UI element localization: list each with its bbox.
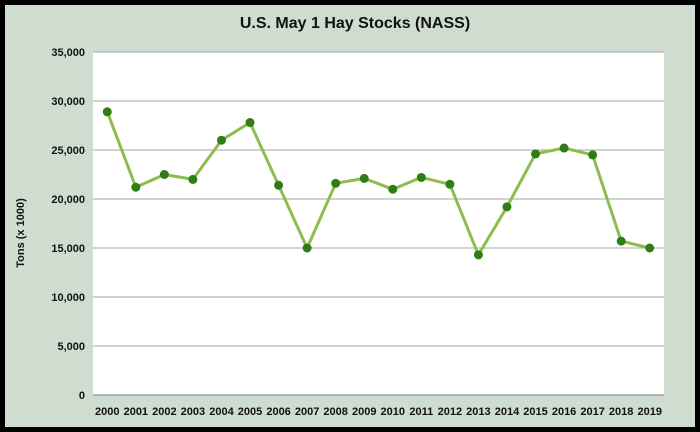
chart-title: U.S. May 1 Hay Stocks (NASS) (239, 15, 471, 32)
y-tick-labels: 0 5,000 10,000 15,000 20,000 25,000 30,000 35,0… (51, 47, 85, 402)
x-tick-label: 2009 (352, 406, 376, 418)
data-point (359, 173, 369, 183)
data-point (331, 178, 341, 188)
data-point (531, 149, 541, 159)
x-tick-label: 2010 (381, 406, 405, 418)
x-tick-label: 2001 (124, 406, 148, 418)
x-tick-label: 2006 (266, 406, 290, 418)
y-tick-label: 30,000 (51, 96, 85, 108)
x-tick-label: 2013 (466, 406, 490, 418)
y-tick-label: 5,000 (57, 341, 85, 353)
x-tick-label: 2007 (295, 406, 319, 418)
data-point (188, 174, 198, 184)
data-point (645, 243, 655, 253)
series-line (105, 111, 651, 257)
x-tick-label: 2019 (637, 406, 661, 418)
data-point (131, 182, 141, 192)
data-point (473, 250, 483, 260)
x-tick-label: 2016 (552, 406, 576, 418)
x-tick-label: 2012 (438, 406, 462, 418)
data-point (445, 179, 455, 189)
data-point (388, 184, 398, 194)
y-tick-label: 25,000 (51, 145, 85, 157)
series-layer (102, 107, 655, 260)
plot-background (93, 52, 664, 395)
data-point (588, 150, 598, 160)
data-point (216, 135, 226, 145)
x-tick-label: 2011 (409, 406, 433, 418)
x-tick-label: 2018 (609, 406, 633, 418)
y-tick-label: 15,000 (51, 243, 85, 255)
x-tick-label: 2015 (523, 406, 547, 418)
data-point (559, 143, 569, 153)
x-tick-label: 2002 (152, 406, 176, 418)
x-tick-label: 2003 (181, 406, 205, 418)
data-point (502, 202, 512, 212)
data-point (416, 172, 426, 182)
data-point (159, 170, 169, 179)
y-tick-label: 10,000 (51, 292, 85, 304)
data-point (616, 236, 626, 246)
x-tick-label: 2014 (495, 406, 520, 418)
x-tick-label: 2008 (323, 406, 347, 418)
data-point (102, 107, 112, 117)
x-tick-label: 2017 (580, 406, 604, 418)
gridlines (93, 51, 664, 396)
plot-area (93, 52, 664, 395)
x-tick-label: 2005 (238, 406, 262, 418)
data-point (274, 180, 284, 190)
x-tick-label: 2004 (209, 406, 234, 418)
data-point (245, 118, 255, 128)
y-tick-label: 35,000 (51, 47, 85, 59)
x-tick-labels: 2000 2001 2002 2003 2004 2005 2006 2007 2008 2009… (95, 406, 662, 418)
x-tick-label: 2000 (95, 406, 119, 418)
y-tick-label: 0 (79, 390, 85, 402)
y-tick-label: 20,000 (51, 194, 85, 206)
data-point (302, 243, 312, 253)
